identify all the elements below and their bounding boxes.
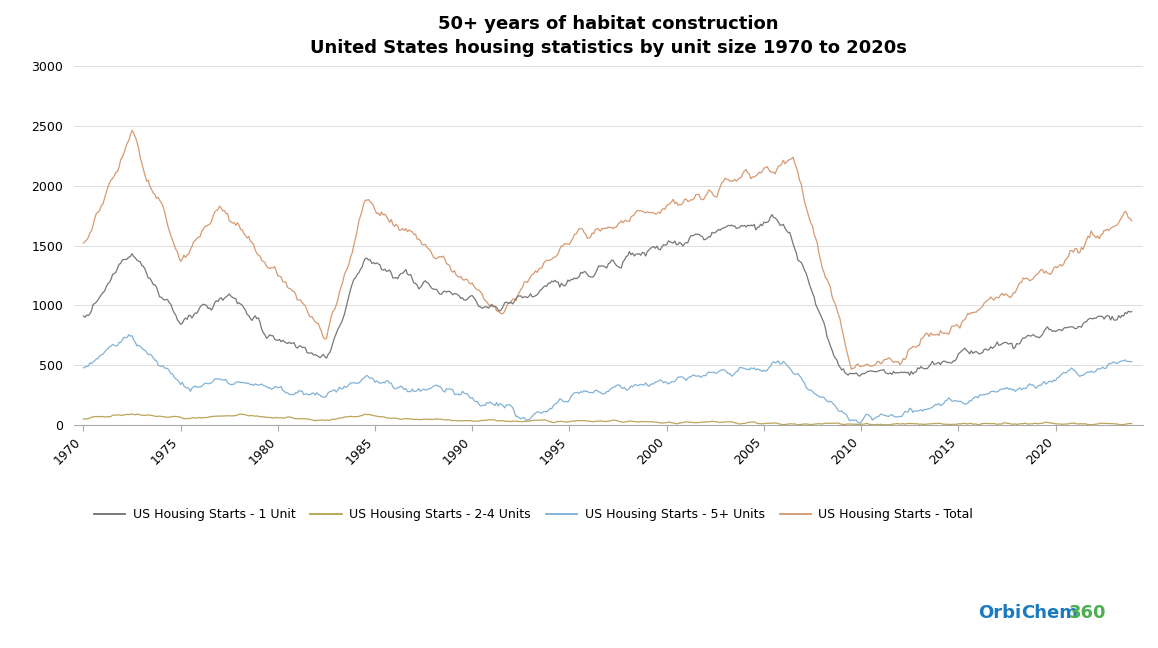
Title: 50+ years of habitat construction
United States housing statistics by unit size : 50+ years of habitat construction United… [310,15,907,56]
Legend: US Housing Starts - 1 Unit, US Housing Starts - 2-4 Units, US Housing Starts - 5: US Housing Starts - 1 Unit, US Housing S… [89,503,979,526]
Text: Chem: Chem [1021,604,1078,622]
Text: Orbi: Orbi [979,604,1021,622]
Text: 360: 360 [1069,604,1106,622]
